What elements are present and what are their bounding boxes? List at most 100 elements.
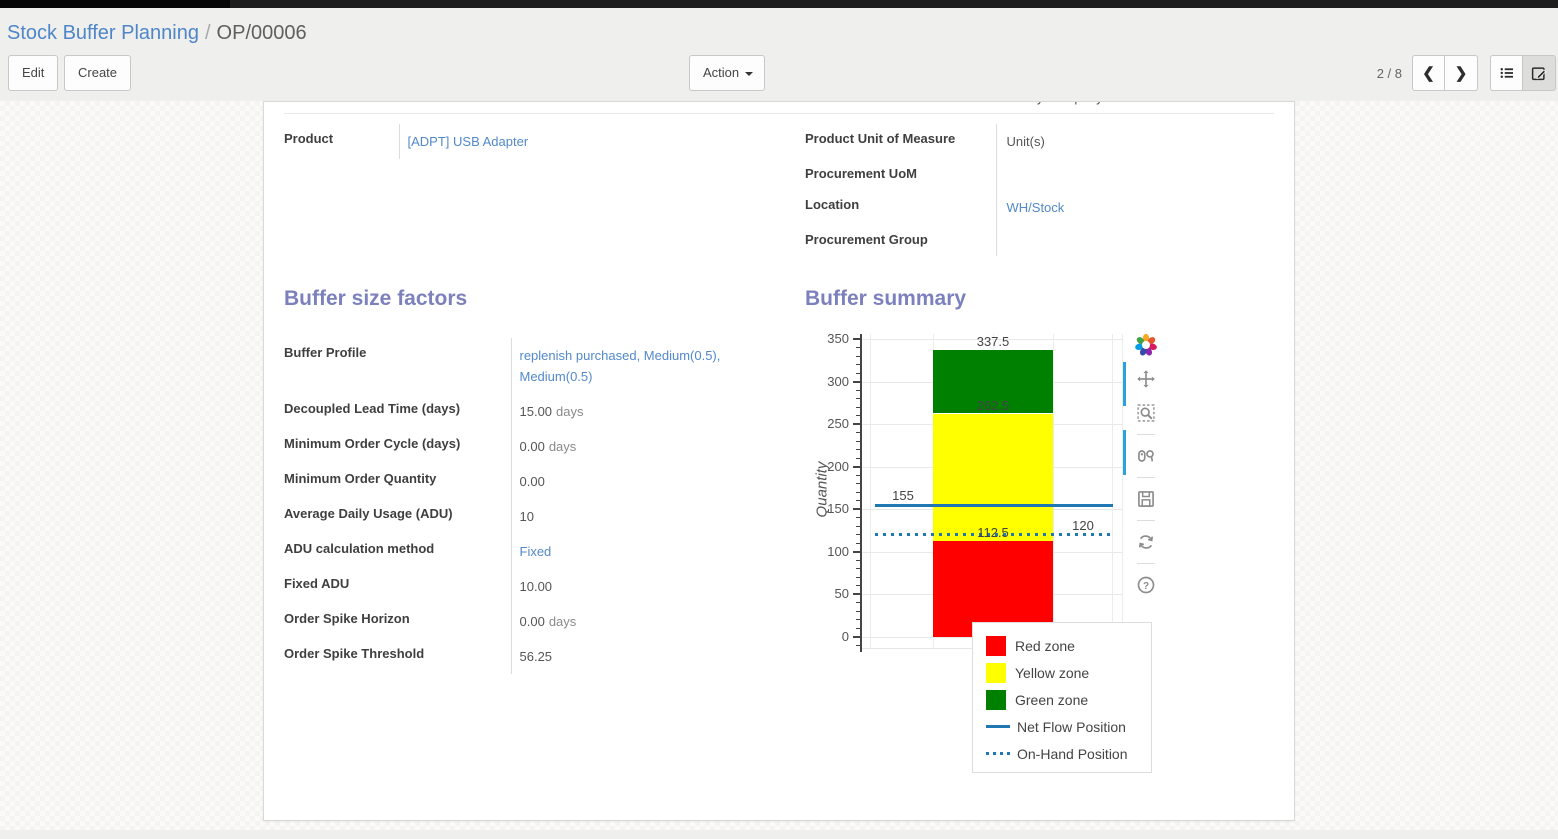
pan-button[interactable] bbox=[1133, 366, 1159, 392]
view-switcher bbox=[1490, 55, 1556, 91]
minor-tick bbox=[856, 627, 860, 629]
reset-axes-button[interactable] bbox=[1133, 529, 1159, 555]
buffer-size-factors-section: Buffer size factors Buffer Profile reple… bbox=[284, 286, 790, 674]
location-value-link[interactable]: WH/Stock bbox=[1006, 200, 1065, 215]
major-tick bbox=[853, 338, 860, 340]
modebar-separator bbox=[1137, 477, 1155, 478]
form-sheet: My Company Product [ADPT] USB Adapter Pr… bbox=[263, 101, 1295, 821]
legend-item[interactable]: Green zone bbox=[986, 686, 1151, 713]
major-tick bbox=[853, 508, 860, 511]
chevron-left-icon: ❮ bbox=[1422, 65, 1435, 82]
y-tick-label: 250 bbox=[827, 416, 849, 432]
minor-tick bbox=[856, 474, 860, 476]
zoom-button[interactable] bbox=[1133, 400, 1159, 426]
major-tick bbox=[853, 593, 860, 596]
procurement-uom-label: Procurement UoM bbox=[805, 166, 917, 181]
plot-area[interactable] bbox=[861, 334, 1123, 649]
clipped-row: My Company bbox=[284, 102, 1274, 114]
modebar-active-indicator bbox=[1123, 362, 1126, 406]
legend-swatch-net-flow-position bbox=[986, 725, 1010, 728]
minor-tick bbox=[856, 389, 860, 391]
caret-down-icon bbox=[745, 71, 754, 76]
field-row: Order Spike Horizon 0.00 days bbox=[284, 604, 790, 639]
edit-button[interactable]: Edit bbox=[8, 55, 59, 91]
modebar-active-indicator bbox=[1123, 430, 1126, 475]
action-dropdown-button[interactable]: Action bbox=[689, 55, 766, 91]
minor-tick bbox=[856, 440, 860, 442]
product-value-link[interactable]: [ADPT] USB Adapter bbox=[407, 134, 529, 149]
page-background: My Company Product [ADPT] USB Adapter Pr… bbox=[0, 101, 1558, 830]
legend-item[interactable]: Yellow zone bbox=[986, 659, 1151, 686]
y-tick-label: 150 bbox=[827, 501, 849, 517]
pager-counter: 2 / 8 bbox=[1376, 65, 1402, 81]
legend-swatch-on-hand-position bbox=[986, 752, 1010, 755]
help-button[interactable]: ? bbox=[1133, 572, 1159, 598]
fixed-adu-value: 10.00 bbox=[510, 569, 790, 604]
minor-tick bbox=[856, 457, 860, 459]
minor-tick bbox=[856, 610, 860, 612]
help-question-icon: ? bbox=[1137, 576, 1155, 594]
legend-label: Yellow zone bbox=[1015, 664, 1090, 681]
chevron-right-icon: ❯ bbox=[1454, 65, 1468, 82]
legend-label: On-Hand Position bbox=[1017, 745, 1128, 762]
spike-threshold-label: Order Spike Threshold bbox=[284, 646, 425, 661]
minor-tick bbox=[856, 500, 860, 502]
net-flow-position-line bbox=[875, 503, 1113, 507]
breadcrumb-current: OP/00006 bbox=[216, 22, 307, 44]
compare-data-icon bbox=[1138, 450, 1154, 462]
minor-tick bbox=[856, 372, 860, 374]
line-annotation: 155 bbox=[892, 488, 914, 504]
major-tick bbox=[853, 423, 860, 426]
chart-modebar: ? bbox=[1132, 332, 1160, 606]
y-tick-label: 50 bbox=[834, 586, 849, 602]
legend-item[interactable]: Net Flow Position bbox=[986, 713, 1151, 740]
legend-item[interactable]: On-Hand Position bbox=[986, 740, 1151, 767]
min-order-qty-label: Minimum Order Quantity bbox=[284, 471, 437, 486]
plotly-logo-button[interactable] bbox=[1133, 332, 1159, 358]
breadcrumb: Stock Buffer Planning / OP/00006 bbox=[0, 8, 1558, 51]
minor-tick bbox=[856, 602, 860, 604]
save-button[interactable] bbox=[1133, 486, 1159, 512]
min-order-qty-value: 0.00 bbox=[510, 464, 790, 499]
list-view-button[interactable] bbox=[1490, 55, 1523, 91]
minor-tick bbox=[856, 525, 860, 527]
minor-tick bbox=[856, 645, 860, 646]
minor-tick bbox=[856, 559, 860, 561]
buffer-size-factors-title: Buffer size factors bbox=[284, 287, 468, 310]
compare-hover-button[interactable] bbox=[1133, 443, 1159, 469]
zone-annotation: 262.5 bbox=[976, 397, 1010, 413]
minor-tick bbox=[856, 585, 860, 587]
field-row: Average Daily Usage (ADU) 10 bbox=[284, 499, 790, 534]
buffer-summary-title: Buffer summary bbox=[805, 287, 967, 310]
legend-label: Red zone bbox=[1015, 637, 1075, 654]
save-disk-icon bbox=[1138, 491, 1154, 507]
buffer-summary-section: Buffer summary Quantity bbox=[805, 286, 1276, 773]
location-label: Location bbox=[805, 197, 860, 212]
field-row: Minimum Order Cycle (days) 0.00 days bbox=[284, 429, 790, 464]
y-axis-line bbox=[860, 334, 862, 652]
product-group: Product [ADPT] USB Adapter bbox=[284, 124, 790, 159]
legend-item[interactable]: Red zone bbox=[986, 632, 1151, 659]
create-button[interactable]: Create bbox=[64, 55, 132, 91]
adu-method-label: ADU calculation method bbox=[284, 541, 435, 556]
dlt-label: Decoupled Lead Time (days) bbox=[284, 401, 461, 416]
control-panel: Stock Buffer Planning / OP/00006 Edit Crea… bbox=[0, 8, 1558, 101]
pan-icon bbox=[1137, 370, 1155, 388]
minor-tick bbox=[856, 449, 860, 451]
buffer-profile-value-link[interactable]: replenish purchased, Medium(0.5), Medium… bbox=[519, 348, 721, 384]
legend-label: Green zone bbox=[1015, 691, 1089, 708]
spike-horizon-value: 0.00 days bbox=[510, 604, 790, 639]
minor-tick bbox=[856, 415, 860, 417]
form-view-button[interactable] bbox=[1523, 55, 1556, 91]
field-row: Procurement UoM bbox=[805, 159, 1274, 190]
field-row: Order Spike Threshold 56.25 bbox=[284, 639, 790, 674]
modebar-separator bbox=[1137, 434, 1155, 435]
breadcrumb-parent-link[interactable]: Stock Buffer Planning bbox=[7, 22, 199, 44]
modebar-separator bbox=[1137, 563, 1155, 564]
pager-previous-button[interactable]: ❮ bbox=[1412, 55, 1445, 91]
svg-text:?: ? bbox=[1143, 581, 1149, 592]
major-tick bbox=[853, 380, 860, 383]
buffer-profile-label: Buffer Profile bbox=[284, 345, 367, 360]
pager-next-button[interactable]: ❯ bbox=[1445, 55, 1478, 91]
adu-method-value-link[interactable]: Fixed bbox=[519, 544, 552, 559]
